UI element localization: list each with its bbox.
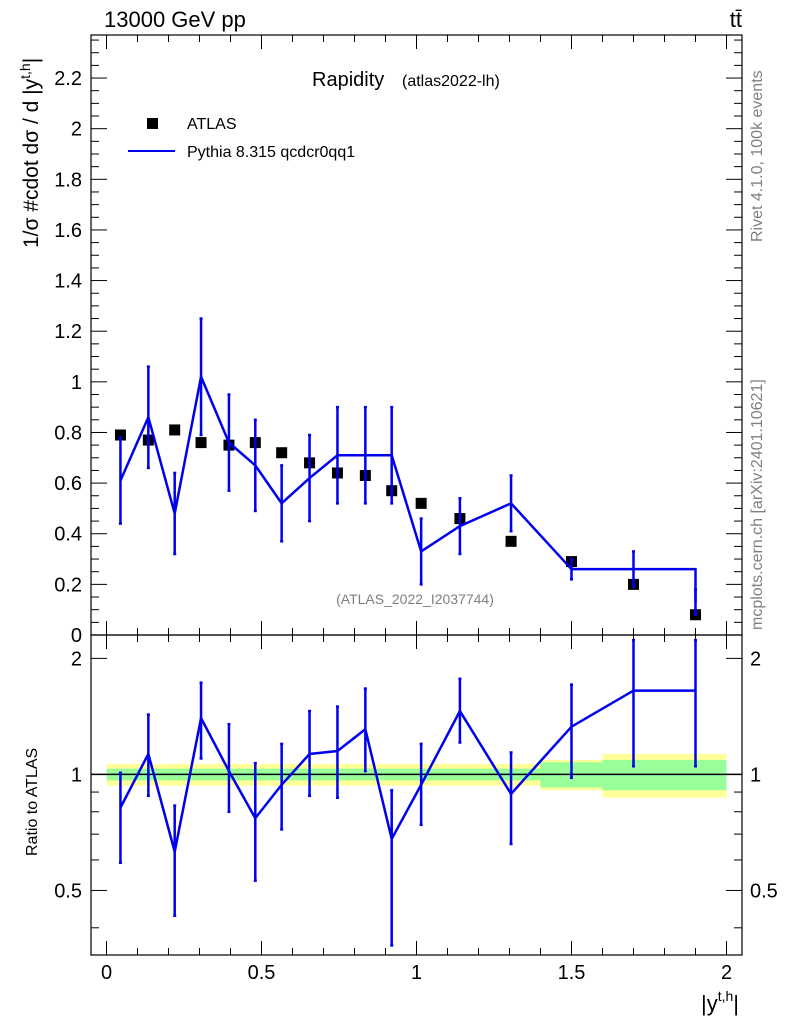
- atlas-data-point: [505, 535, 517, 547]
- main-axis-ticks: 0 0.2 0.4 0.6 0.8 1 1.2 1.4 1.6 1.8 2 2.2: [54, 35, 742, 647]
- y-axis-label: 1/σ #cdot dσ / d |yt,h|: [17, 58, 43, 248]
- ratio-tick-label-right: 0.5: [750, 880, 778, 902]
- y-tick-label: 2: [71, 119, 82, 141]
- y-tick-label: 1: [71, 372, 82, 394]
- ratio-tick-label-right: 2: [750, 648, 761, 670]
- energy-label: 13000 GeV pp: [104, 7, 246, 32]
- atlas-data-point: [114, 429, 126, 441]
- y-tick-label: 1.6: [54, 220, 82, 242]
- x-axis-label: |yt,h|: [701, 988, 739, 1016]
- atlas-data-point: [195, 437, 207, 449]
- y-tick-label: 0.4: [54, 524, 82, 546]
- ratio-tick-label-left: 0.5: [54, 880, 82, 902]
- ratio-panel: 0 0.5 1 1.5 2 0.5 0.5 1 1 2 2 Ratio to ATLAS: [24, 634, 778, 984]
- main-data-marks: [114, 317, 701, 621]
- atlas-data-point: [169, 424, 181, 436]
- legend: ATLAS Pythia 8.315 qcdcr0qq1: [128, 116, 355, 161]
- legend-marker-atlas: [147, 118, 158, 129]
- mcplots-label: mcplots.cern.ch [arXiv:2401.10621]: [749, 379, 766, 630]
- x-tick-label: 0.5: [248, 962, 276, 984]
- x-axis-label-main: |y: [701, 991, 718, 1016]
- y-tick-label: 0.6: [54, 473, 82, 495]
- chart-title-sub: (atlas2022-lh): [402, 73, 500, 90]
- ratio-tick-label-left: 1: [71, 764, 82, 786]
- x-tick-label: 2: [721, 962, 732, 984]
- legend-label-pythia: Pythia 8.315 qcdcr0qq1: [187, 144, 355, 161]
- pythia-series-line: [119, 372, 697, 603]
- y-tick-label: 0.2: [54, 574, 82, 596]
- y-tick-label: 1.4: [54, 271, 82, 293]
- y-axis-label-sup: t,h: [17, 63, 33, 79]
- x-axis-label-sup: t,h: [718, 988, 734, 1004]
- y-tick-label: 1.2: [54, 321, 82, 343]
- x-axis-label-end: |: [733, 991, 739, 1016]
- y-tick-label: 0: [71, 625, 82, 647]
- atlas-data-point: [415, 497, 427, 509]
- chart-title: Rapidity: [312, 69, 384, 91]
- process-label: tt̄: [730, 7, 742, 32]
- y-tick-label: 0.8: [54, 422, 82, 444]
- ratio-tick-label-left: 2: [71, 648, 82, 670]
- legend-label-atlas: ATLAS: [187, 116, 237, 133]
- ratio-series-line: [119, 689, 696, 853]
- y-axis-label-end: |: [20, 58, 43, 63]
- analysis-watermark: (ATLAS_2022_I2037744): [336, 591, 494, 607]
- x-tick-label: 0: [101, 962, 112, 984]
- ratio-data-marks: [118, 638, 697, 947]
- x-tick-label: 1.5: [558, 962, 586, 984]
- y-tick-label: 1.8: [54, 169, 82, 191]
- main-panel: 00.20.40.60.811.21.41.61.822.2 Rapidity …: [17, 34, 743, 647]
- ratio-y-axis-label: Ratio to ATLAS: [24, 748, 41, 856]
- ratio-axis-ticks: 0 0.5 1 1.5 2 0.5 0.5 1 1 2 2: [54, 635, 778, 984]
- y-axis-label-main: 1/σ #cdot dσ / d |y: [20, 78, 43, 248]
- rivet-version-label: Rivet 4.1.0, 100k events: [749, 70, 766, 242]
- ratio-tick-label-right: 1: [750, 764, 761, 786]
- atlas-data-point: [276, 447, 288, 459]
- x-tick-label: 1: [411, 962, 422, 984]
- y-tick-label: 2.2: [54, 68, 82, 90]
